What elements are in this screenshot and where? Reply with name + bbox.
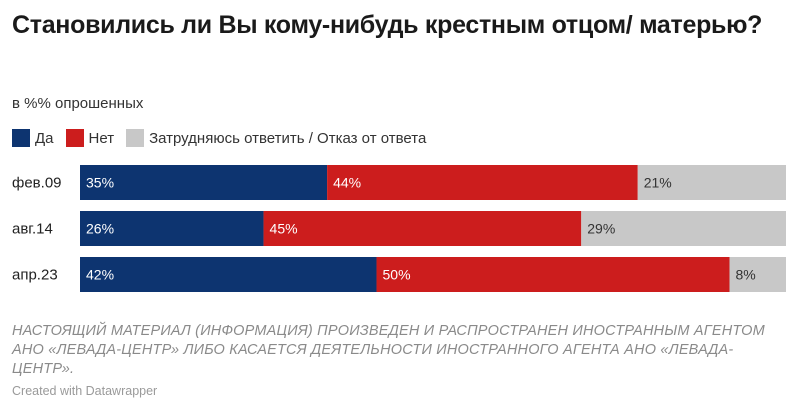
- legend-label-no: Нет: [88, 129, 115, 147]
- category-label: фев.09: [12, 175, 62, 192]
- data-label-dont-know: 21%: [644, 175, 672, 191]
- data-label-dont-know: 29%: [587, 221, 615, 237]
- legend: Да Нет Затрудняюсь ответить / Отказ от о…: [12, 128, 438, 148]
- bar-segment-dont-know: [637, 165, 786, 200]
- data-label-yes: 42%: [86, 267, 114, 283]
- legend-swatch-dont-know: [126, 129, 145, 147]
- category-label: авг.14: [12, 221, 53, 238]
- data-label-yes: 35%: [86, 175, 114, 191]
- legend-label-yes: Да: [35, 129, 54, 147]
- legend-item-no: Нет: [65, 129, 115, 147]
- data-label-yes: 26%: [86, 221, 114, 237]
- datawrapper-credit: Created with Datawrapper: [12, 384, 158, 398]
- bar-segment-yes: [80, 257, 377, 292]
- chart-subtitle: в %% опрошенных: [12, 95, 144, 112]
- bar-segment-yes: [80, 165, 328, 200]
- data-label-no: 50%: [383, 267, 411, 283]
- bar-segment-yes: [80, 211, 264, 246]
- legend-label-dont-know: Затрудняюсь ответить / Отказ от ответа: [149, 129, 427, 147]
- bar-segment-dont-know: [729, 257, 786, 292]
- chart-title: Становились ли Вы кому-нибудь крестным о…: [12, 11, 763, 39]
- foreign-agent-notice: НАСТОЯЩИЙ МАТЕРИАЛ (ИНФОРМАЦИЯ) ПРОИЗВЕД…: [12, 323, 765, 377]
- legend-swatch-no: [65, 129, 84, 147]
- bar-segment-no: [376, 257, 730, 292]
- legend-swatch-yes: [12, 129, 30, 147]
- bar-segment-dont-know: [581, 211, 786, 246]
- legend-item-dont-know: Затрудняюсь ответить / Отказ от ответа: [126, 129, 426, 147]
- category-label: апр.23: [12, 267, 58, 284]
- bar-segment-no: [263, 211, 582, 246]
- data-label-no: 44%: [333, 175, 361, 191]
- legend-item-yes: Да: [12, 129, 54, 147]
- data-label-no: 45%: [270, 221, 298, 237]
- bar-segment-no: [327, 165, 638, 200]
- data-label-dont-know: 8%: [736, 267, 756, 283]
- stacked-bar-chart: фев.09 35% 44% 21% авг.14 26% 45% 29% апр.23 42% 5…: [12, 165, 786, 292]
